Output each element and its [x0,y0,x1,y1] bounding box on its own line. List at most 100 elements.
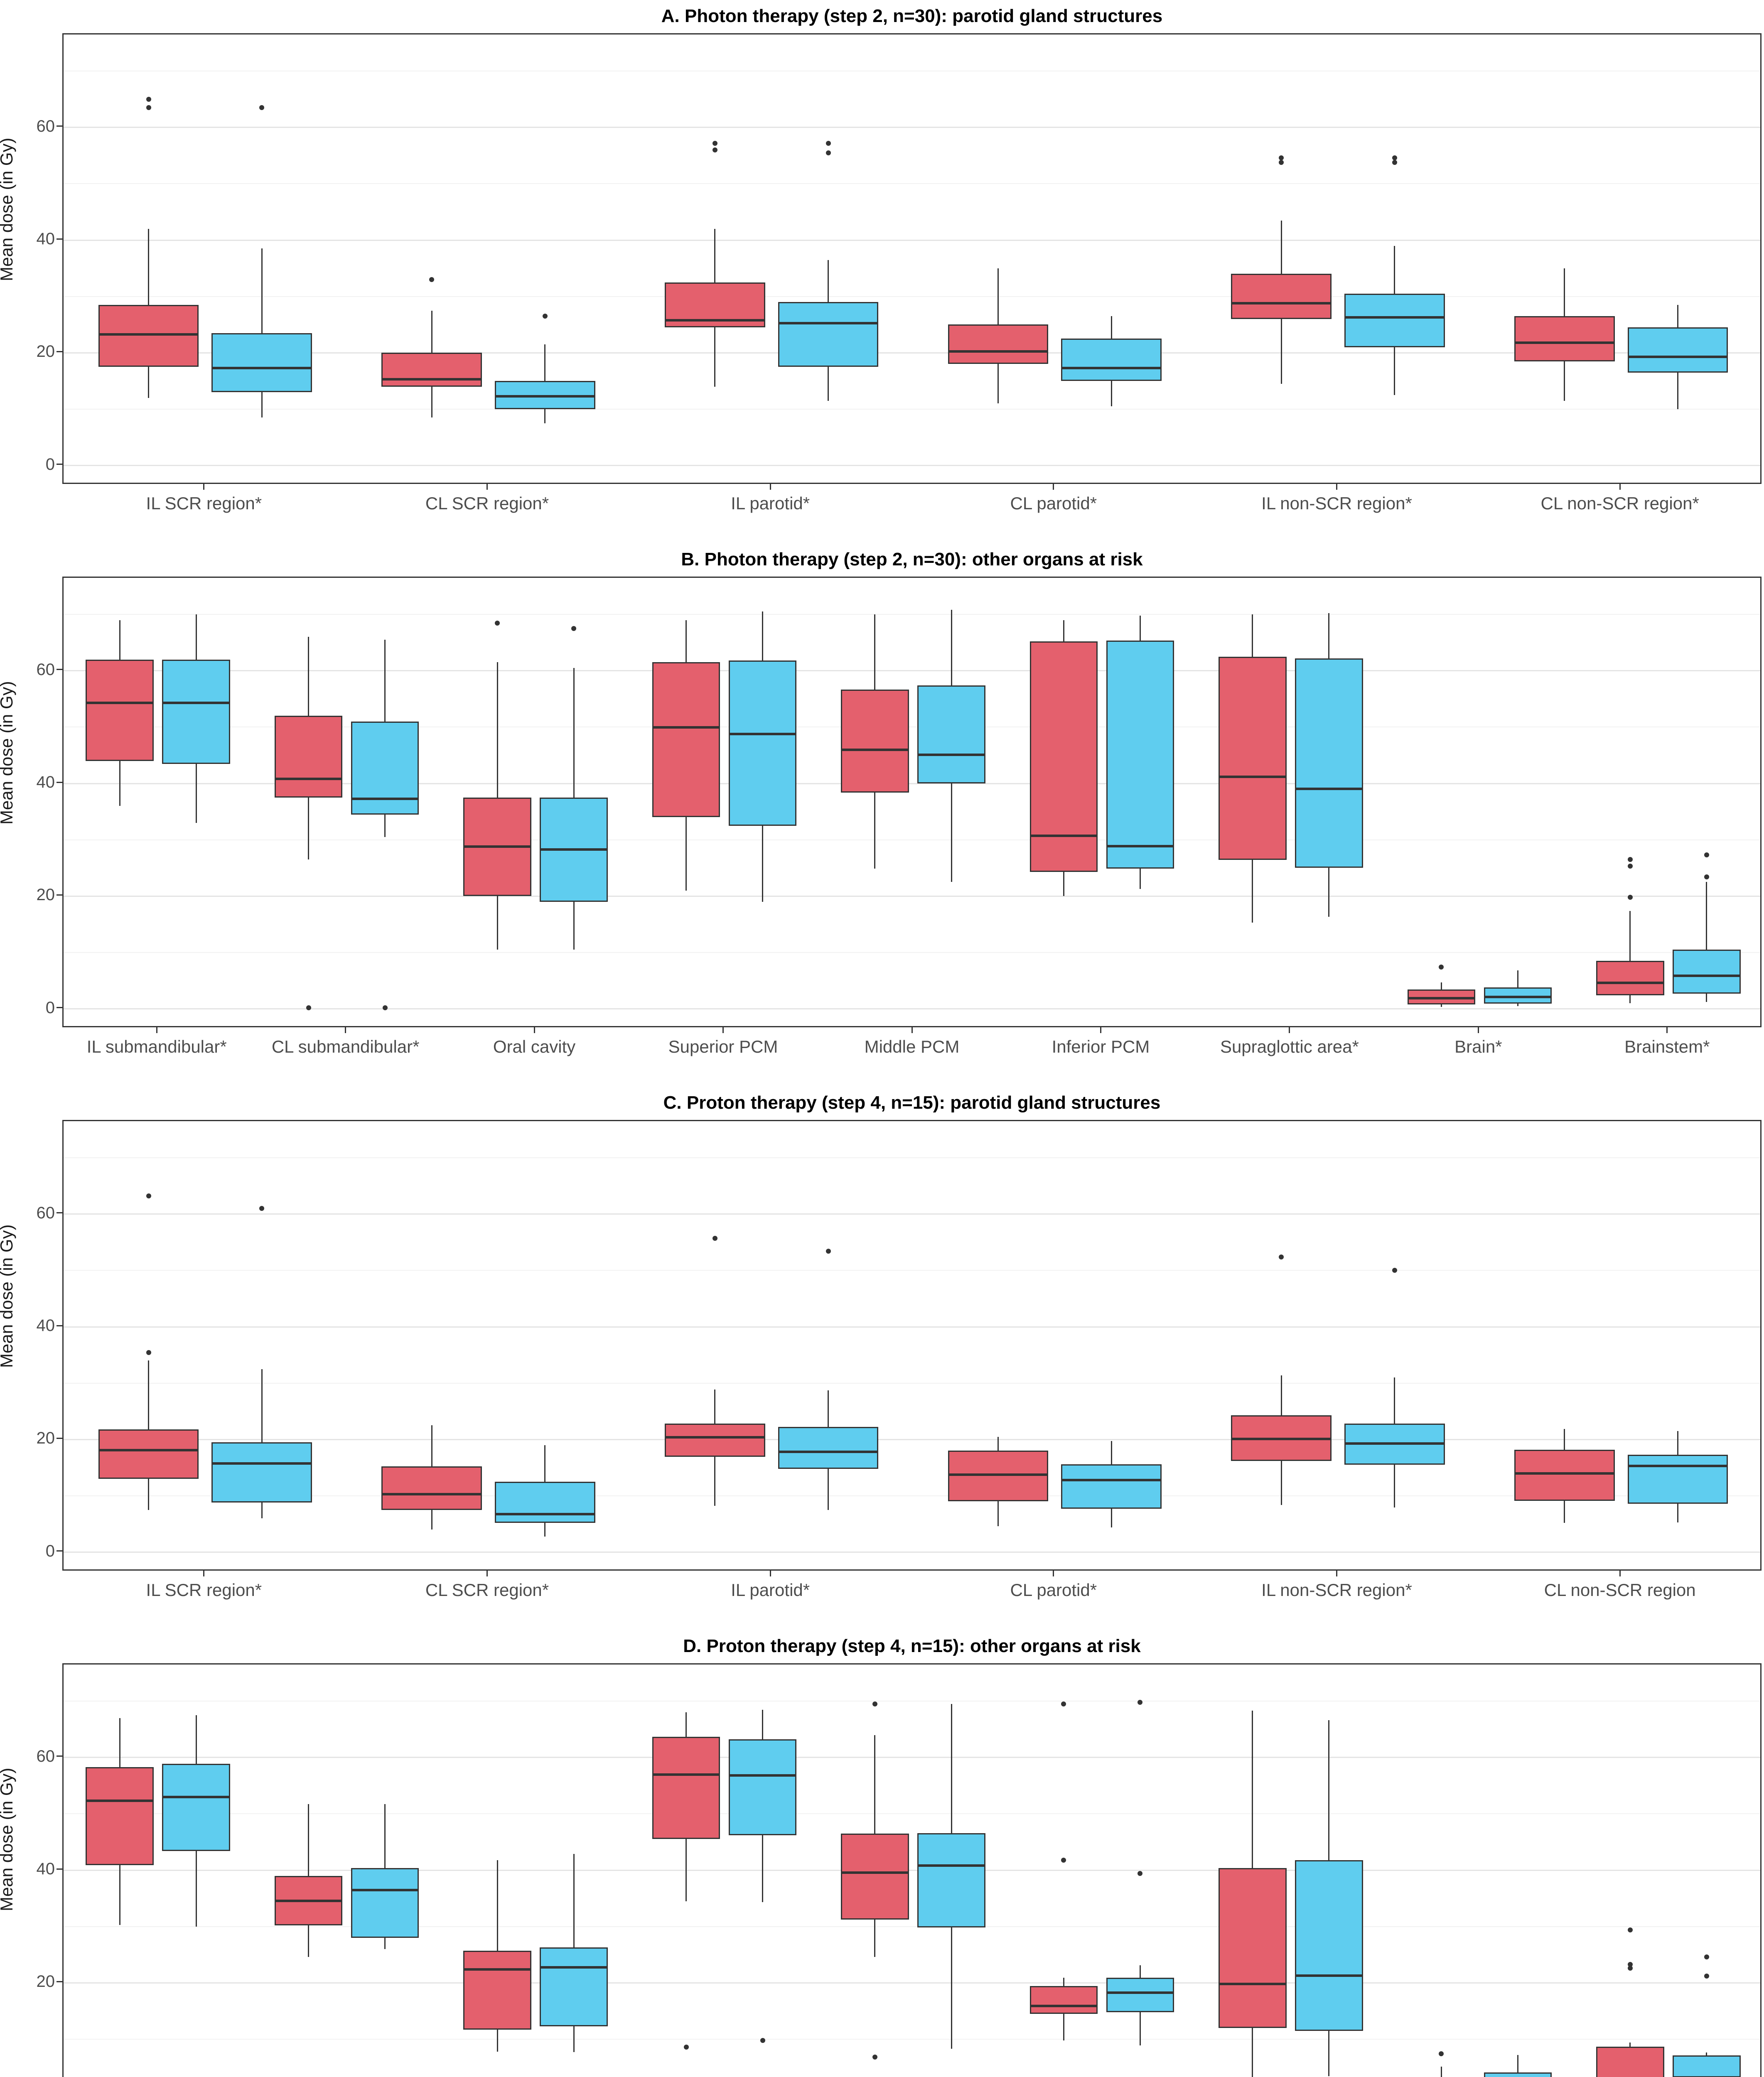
box-st-rt [274,1876,343,1925]
outlier-dot [146,1350,151,1355]
y-tick-mark [57,1755,62,1757]
x-category-label: CL SCR region* [425,1580,549,1600]
median-line [1597,982,1663,984]
box-st-rt [1596,961,1664,995]
gridline-major [64,1757,1760,1758]
x-category-label: CL non-SCR region* [1540,493,1699,513]
median-line [1062,1479,1161,1482]
outlier-dot [712,140,717,146]
outlier-dot [1627,1966,1633,1971]
x-category-label: Inferior PCM [1052,1037,1150,1056]
panel-title: A. Photon therapy (step 2, n=30): paroti… [661,6,1163,26]
box-scs-rt [1673,2055,1741,2077]
outlier-dot [1627,857,1633,862]
median-line [653,1773,719,1776]
box-st-rt [664,282,765,328]
x-category-label: CL parotid* [1010,493,1097,513]
outlier-dot [1138,1871,1143,1876]
y-tick-mark [57,238,62,240]
gridline-major [64,239,1760,241]
y-tick-mark [57,1325,62,1326]
y-tick-label: 20 [36,1972,55,1991]
box-st-rt [381,1466,482,1510]
box-scs-rt [351,721,419,815]
y-tick-label: 20 [36,342,55,361]
x-tick-mark [1619,1571,1621,1576]
x-category-label: Middle PCM [864,1037,960,1056]
outlier-dot [542,314,548,319]
median-line [1674,974,1739,977]
box-scs-rt [1627,1454,1728,1504]
x-category-label: IL parotid* [731,1580,810,1600]
box-st-rt [948,324,1049,364]
median-line [87,702,152,705]
y-tick-label: 40 [36,1860,55,1878]
gridline-minor [64,408,1760,410]
median-line [1220,776,1285,778]
median-line [1345,316,1444,319]
median-line [464,845,530,848]
gridline-major [64,1326,1760,1328]
panel-title: D. Proton therapy (step 4, n=15): other … [683,1636,1141,1656]
median-line [666,319,764,322]
y-tick-label: 60 [36,1747,55,1765]
y-tick-label: 0 [45,1542,55,1560]
box-st-rt [664,1424,765,1457]
median-line [1062,367,1161,370]
y-tick-mark [57,894,62,896]
median-line [779,322,877,324]
outlier-dot [1279,1254,1284,1259]
box-st-rt [98,1429,199,1479]
box-st-rt [1407,989,1476,1004]
median-line [383,378,481,381]
median-line [275,778,341,781]
median-line [496,395,594,398]
y-tick-mark [57,351,62,352]
median-line [352,797,418,800]
outlier-dot [1061,1857,1066,1863]
y-tick-mark [57,1007,62,1009]
median-line [99,333,198,336]
x-tick-mark [1666,1027,1668,1033]
median-line [352,1888,418,1891]
outlier-dot [712,1236,717,1241]
box-scs-rt [1295,1860,1363,2031]
panel-d: D. Proton therapy (step 4, n=15): other … [0,1630,1764,2077]
median-line [496,1512,594,1515]
x-tick-mark [1477,1027,1479,1033]
box-st-rt [841,689,909,793]
y-tick-label: 20 [36,1429,55,1448]
gridline-minor [64,183,1760,184]
x-tick-mark [1100,1027,1101,1033]
plot-area [62,1663,1762,2077]
box-st-rt [86,659,154,761]
y-tick-mark [57,1437,62,1439]
plot-area [62,577,1762,1027]
y-tick-mark [57,781,62,783]
y-axis-label: Mean dose (in Gy) [0,137,16,281]
x-tick-mark [722,1027,724,1033]
outlier-dot [146,1193,151,1199]
outlier-dot [1138,1699,1143,1705]
gridline-major [64,670,1760,672]
median-line [1107,1991,1173,1994]
box-st-rt [98,305,199,367]
outlier-dot [306,1005,311,1010]
outlier-dot [683,2044,689,2050]
median-line [1485,996,1551,999]
box-st-rt [948,1451,1049,1502]
panel-a: A. Photon therapy (step 2, n=30): paroti… [0,0,1764,543]
whisker-line [1706,882,1707,1002]
outlier-dot [1279,160,1284,165]
gridline-major [64,783,1760,784]
x-category-label: CL SCR region* [425,493,549,513]
plot-area [62,33,1762,484]
outlier-dot [1392,160,1397,165]
median-line [666,1436,764,1439]
median-line [383,1493,481,1496]
box-st-rt [274,716,343,798]
y-tick-mark [57,669,62,670]
median-line [99,1449,198,1452]
gridline-minor [64,1495,1760,1496]
median-line [1408,997,1474,1000]
